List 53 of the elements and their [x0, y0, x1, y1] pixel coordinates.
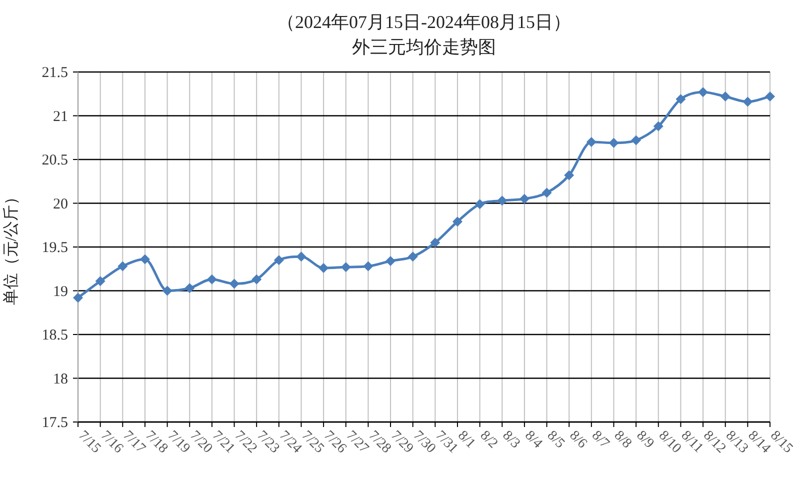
point: [720, 92, 730, 102]
y-tick-label: 21: [53, 108, 68, 125]
point: [184, 283, 195, 294]
x-tick-label: 8/9: [633, 428, 656, 452]
y-tick-label: 18: [53, 371, 68, 388]
point: [318, 263, 329, 273]
point: [631, 135, 642, 146]
point: [363, 261, 374, 272]
x-tick-label: 8/4: [522, 428, 545, 452]
x-tick-label: 8/7: [588, 428, 612, 452]
point: [274, 255, 284, 266]
point: [386, 256, 396, 266]
point: [162, 286, 172, 296]
y-tick-label: 21.5: [42, 65, 68, 81]
point: [474, 199, 485, 210]
x-tick-label: 8/5: [544, 428, 568, 452]
point: [73, 292, 83, 303]
point: [497, 196, 508, 206]
y-tick-label: 19.5: [42, 240, 68, 256]
point: [653, 121, 664, 132]
point: [586, 137, 596, 147]
x-tick-label: 8/2: [476, 428, 500, 452]
point: [564, 170, 574, 180]
x-tick-label: 7/15: [75, 428, 104, 456]
x-tick-label: 8/3: [499, 428, 523, 452]
point: [252, 274, 262, 284]
chart-subtitle: 外三元均价走势图: [352, 37, 496, 57]
y-tick-label: 19: [53, 284, 68, 300]
point: [698, 87, 708, 98]
point: [206, 274, 217, 284]
point: [676, 94, 686, 104]
point: [229, 278, 240, 289]
point: [519, 194, 530, 204]
point: [542, 188, 552, 198]
point: [430, 238, 440, 248]
point: [118, 261, 128, 272]
point: [95, 276, 106, 286]
point: [765, 92, 775, 102]
y-tick-label: 20.5: [42, 152, 68, 168]
point: [340, 262, 351, 272]
point: [140, 254, 150, 264]
point: [742, 96, 753, 107]
y-tick-label: 17.5: [42, 415, 68, 431]
y-tick-label: 18.5: [42, 328, 68, 344]
y-tick-label: 20: [53, 196, 68, 212]
chart-title: （2024年07月15日-2024年08月15日）: [277, 12, 571, 32]
point: [452, 216, 462, 227]
x-tick-label: 8/6: [566, 428, 590, 452]
point: [408, 252, 418, 262]
point: [296, 252, 306, 262]
y-axis-title: 单位（元/公斤）: [2, 188, 20, 306]
point: [608, 138, 619, 148]
x-tick-label: 8/8: [610, 428, 634, 452]
